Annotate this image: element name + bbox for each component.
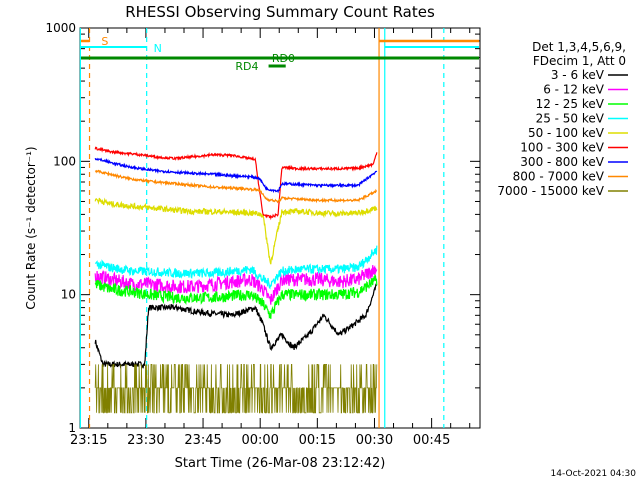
x-tick-label: 00:45 (413, 433, 450, 448)
flag-label: N (154, 42, 162, 55)
legend-entry-label: 300 - 800 keV (520, 155, 604, 169)
legend-entry-label: 12 - 25 keV (536, 97, 605, 111)
series-line (94, 364, 378, 414)
y-tick-label: 1000 (45, 21, 76, 35)
legend-entry-label: 25 - 50 keV (536, 112, 605, 126)
series-line (94, 146, 378, 221)
series-line (94, 245, 378, 290)
series-line (94, 157, 378, 194)
plot-frame (79, 27, 481, 429)
legend-entry-label: 3 - 6 keV (551, 68, 605, 82)
x-tick-label: 00:30 (356, 433, 393, 448)
legend-entry-label: 100 - 300 keV (520, 141, 604, 155)
x-tick-label: 23:30 (127, 433, 164, 448)
series-line (94, 273, 378, 319)
series-line (94, 283, 378, 370)
y-axis-label: Count Rate (s⁻¹ detector⁻¹) (24, 146, 38, 309)
y-tick-label: 1 (68, 421, 76, 435)
x-tick-label: 00:00 (241, 433, 278, 448)
series-line (94, 169, 377, 204)
x-tick-label: 00:15 (299, 433, 336, 448)
x-tick-label: 23:15 (70, 433, 107, 448)
legend-entry-label: 50 - 100 keV (528, 126, 605, 140)
flag-label: S (101, 35, 108, 48)
series-line (94, 197, 378, 265)
series-line (94, 265, 378, 305)
y-tick-label: 100 (53, 154, 76, 168)
y-tick-label: 10 (61, 288, 76, 302)
legend-entry-label: 6 - 12 keV (543, 83, 605, 97)
legend-header-line2: FDecim 1, Att 0 (533, 54, 626, 68)
chart-title: RHESSI Observing Summary Count Rates (125, 3, 435, 21)
legend-entry-label: 800 - 7000 keV (513, 170, 605, 184)
flag-label: RD4 (235, 60, 258, 73)
legend-entry-label: 7000 - 15000 keV (497, 184, 604, 198)
x-tick-label: 23:45 (184, 433, 221, 448)
x-axis-label: Start Time (26-Mar-08 23:12:42) (175, 456, 386, 471)
footer-date: 14-Oct-2021 04:30 (551, 469, 637, 479)
flag-label: RD0 (272, 52, 295, 65)
legend-header-line1: Det 1,3,4,5,6,9, (532, 40, 626, 54)
